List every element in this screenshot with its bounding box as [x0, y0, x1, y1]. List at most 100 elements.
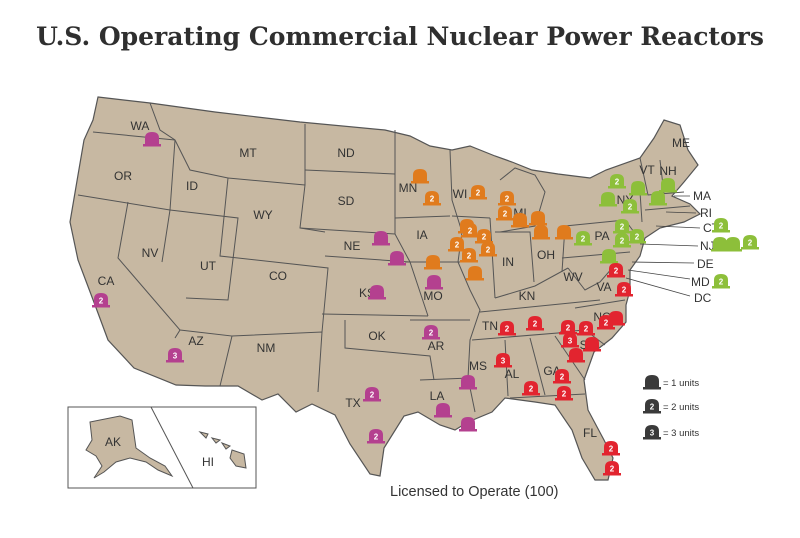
unit-count: 2: [566, 324, 571, 333]
border-mt-wy: [227, 177, 306, 186]
border-id-mt: [149, 102, 229, 179]
legend-icon-1: [643, 375, 661, 390]
reactor-mn: [411, 169, 429, 184]
reactor-al: 3: [494, 353, 512, 368]
legend-icon-3: 3: [643, 425, 661, 440]
state-label-ms: MS: [469, 359, 487, 373]
border-in-oh: [495, 231, 535, 283]
reactor-vt: [629, 181, 647, 196]
reactor-pa: [600, 249, 618, 264]
state-label-kn: KN: [519, 289, 536, 303]
reactor-mo: [425, 275, 443, 290]
border-ky-tn: [479, 299, 601, 313]
unit-count: 2: [614, 267, 619, 276]
reactor-nj: [724, 237, 742, 252]
reactor-ct: 2: [712, 218, 730, 233]
reactor-sc: [567, 348, 585, 363]
state-label-ut: UT: [200, 259, 217, 273]
legend-label-2: = 2 units: [663, 402, 699, 413]
reactor-il: [466, 266, 484, 281]
border-wi-il: [451, 215, 491, 219]
reactor-pa: 2: [613, 233, 631, 248]
reactor-il: 2: [479, 242, 497, 257]
reactor-nh: [659, 178, 677, 193]
state-label-tx: TX: [345, 396, 360, 410]
reactor-il: 2: [461, 223, 479, 238]
reactor-ga: 2: [553, 369, 571, 384]
reactor-mi: 2: [498, 191, 516, 206]
border-mississippi: [449, 149, 481, 413]
reactor-sc: 3: [561, 333, 579, 348]
unit-count: 2: [503, 210, 508, 219]
reactor-pa: 2: [574, 231, 592, 246]
border-wa-or: [92, 131, 176, 141]
unit-count: 2: [99, 297, 104, 306]
reactor-fl: 2: [602, 441, 620, 456]
state-label-wv: WV: [563, 270, 582, 284]
border-ks-ok: [321, 313, 429, 317]
state-label-oh: OH: [537, 248, 555, 262]
state-label-mo: MO: [423, 289, 442, 303]
reactor-nc: [583, 337, 601, 352]
border-ok-tx: [344, 320, 435, 381]
unit-count: 2: [467, 252, 472, 261]
unit-count: 2: [615, 178, 620, 187]
reactor-ny: 2: [608, 174, 626, 189]
reactor-nc: 2: [597, 315, 615, 330]
legend: = 1 units 2 = 2 units 3 = 3 units: [643, 375, 699, 440]
reactor-mi: [511, 213, 529, 228]
unit-count: 2: [748, 239, 753, 248]
unit-count: 2: [430, 195, 435, 204]
reactor-mi: 2: [496, 206, 514, 221]
reactor-wi: 2: [469, 185, 487, 200]
unit-count: 2: [505, 195, 510, 204]
state-label-co: CO: [269, 269, 287, 283]
reactor-il: 2: [475, 229, 493, 244]
state-label-mn: MN: [399, 181, 418, 195]
unit-count: 2: [635, 233, 640, 242]
state-label-nh: NH: [659, 164, 676, 178]
border-wy-ut: [219, 177, 239, 259]
state-label-wi: WI: [453, 187, 468, 201]
state-label-nv: NV: [142, 246, 159, 260]
state-label-id: ID: [186, 179, 198, 193]
state-label-nd: ND: [337, 146, 355, 160]
reactor-ma: [649, 191, 667, 206]
hawaii-islands: [198, 431, 247, 469]
unit-count: 2: [529, 385, 534, 394]
border-ga-fl: [509, 393, 586, 399]
reactor-nj: 2: [741, 235, 759, 250]
state-label-nm: NM: [257, 341, 276, 355]
unit-count: 2: [610, 465, 615, 474]
reactor-tx: 2: [363, 387, 381, 402]
unit-count: 2: [622, 286, 627, 295]
reactor-mi: [529, 211, 547, 226]
border-nd-sd: [304, 169, 396, 175]
reactor-ny: 2: [628, 229, 646, 244]
state-label-ar: AR: [428, 339, 445, 353]
unit-count: 2: [476, 189, 481, 198]
side-label-ma: MA: [693, 189, 711, 203]
unit-count: 2: [468, 227, 473, 236]
side-label-de: DE: [697, 257, 714, 271]
reactor-nj: [711, 237, 729, 252]
side-leader-lines: [625, 195, 701, 297]
unit-count: 2: [486, 246, 491, 255]
unit-count: 2: [370, 391, 375, 400]
reactor-ga: 2: [555, 386, 573, 401]
state-label-va: VA: [596, 280, 611, 294]
reactor-oh: [532, 225, 550, 240]
reactor-al: 2: [522, 381, 540, 396]
unit-count: 2: [455, 241, 460, 250]
unit-count: 2: [429, 329, 434, 338]
state-label-al: AL: [505, 367, 520, 381]
border-mn-ia: [394, 215, 451, 219]
reactor-ny: [599, 192, 617, 207]
unit-count: 2: [628, 203, 633, 212]
unit-count: 2: [620, 237, 625, 246]
reactor-la: [459, 417, 477, 432]
map-title: U.S. Operating Commercial Nuclear Power …: [36, 22, 764, 51]
unit-count: 2: [719, 278, 724, 287]
unit-count: 2: [609, 445, 614, 454]
